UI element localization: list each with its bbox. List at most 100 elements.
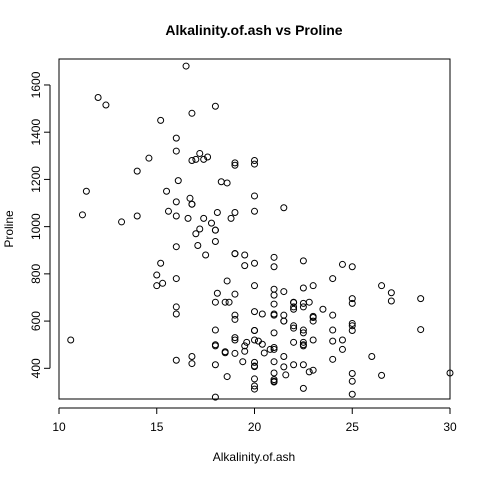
data-point [197,150,203,156]
data-point [232,350,238,356]
data-point [103,102,109,108]
data-point [388,290,394,296]
data-point [306,369,312,375]
data-point [95,94,101,100]
data-point [306,299,312,305]
data-point [212,103,218,109]
data-point [349,391,355,397]
data-point [271,301,277,307]
data-point [255,338,261,344]
data-point [330,312,336,318]
data-point [175,178,181,184]
data-point [330,356,336,362]
data-point [173,357,179,363]
data-point [283,372,289,378]
data-point [160,280,166,286]
data-point [291,362,297,368]
data-point [252,309,258,315]
data-point [189,354,195,360]
data-point [154,283,160,289]
data-point [189,110,195,116]
data-point [134,213,140,219]
points-layer [68,63,453,400]
data-point [339,346,345,352]
data-point [310,337,316,343]
y-tick-label: 1600 [29,71,43,98]
data-point [339,337,345,343]
data-point [300,362,306,368]
data-point [208,220,214,226]
data-point [232,251,238,257]
x-tick-label: 15 [150,420,164,434]
data-point [214,209,220,215]
data-point [240,359,246,365]
data-point [218,179,224,185]
data-point [185,215,191,221]
data-point [300,385,306,391]
data-point [183,63,189,69]
data-point [224,374,230,380]
data-point [271,286,277,292]
data-point [158,117,164,123]
data-point [173,311,179,317]
data-point [291,339,297,345]
data-point [173,244,179,250]
data-point [232,209,238,215]
x-tick-label: 20 [248,420,262,434]
data-point [252,260,258,266]
y-tick-label: 1000 [29,213,43,240]
data-point [83,188,89,194]
data-point [68,337,74,343]
data-point [212,362,218,368]
x-tick-label: 30 [443,420,457,434]
data-point [320,306,326,312]
data-point [310,367,316,373]
data-point [300,300,306,306]
data-point [212,299,218,305]
data-point [271,264,277,270]
data-point [300,258,306,264]
data-point [189,201,195,207]
data-point [189,361,195,367]
data-point [201,215,207,221]
data-point [242,263,248,269]
data-point [158,260,164,266]
data-point [173,148,179,154]
data-point [281,318,287,324]
data-point [232,312,238,318]
data-point [259,341,265,347]
data-point [271,330,277,336]
data-point [214,290,220,296]
data-point [244,339,250,345]
data-point [193,156,199,162]
data-point [173,135,179,141]
data-point [228,215,234,221]
data-point [349,371,355,377]
data-point [379,372,385,378]
data-point [164,188,170,194]
data-point [193,231,199,237]
data-point [134,168,140,174]
data-point [252,161,258,167]
data-point [418,327,424,333]
data-point [79,212,85,218]
y-tick-label: 800 [29,264,43,284]
x-tick-label: 25 [346,420,360,434]
data-point [281,354,287,360]
x-tick-label: 10 [52,420,66,434]
data-point [252,208,258,214]
data-point [379,283,385,289]
data-point [281,364,287,370]
data-point [281,205,287,211]
data-point [252,359,258,365]
data-point [212,239,218,245]
chart-title: Alkalinity.of.ash vs Proline [165,22,342,38]
plot-frame [59,59,450,399]
data-point [252,193,258,199]
y-tick-label: 1200 [29,166,43,193]
data-point [388,298,394,304]
data-point [173,276,179,282]
data-point [271,359,277,365]
y-axis: 4006008001000120014001600 [29,71,50,378]
